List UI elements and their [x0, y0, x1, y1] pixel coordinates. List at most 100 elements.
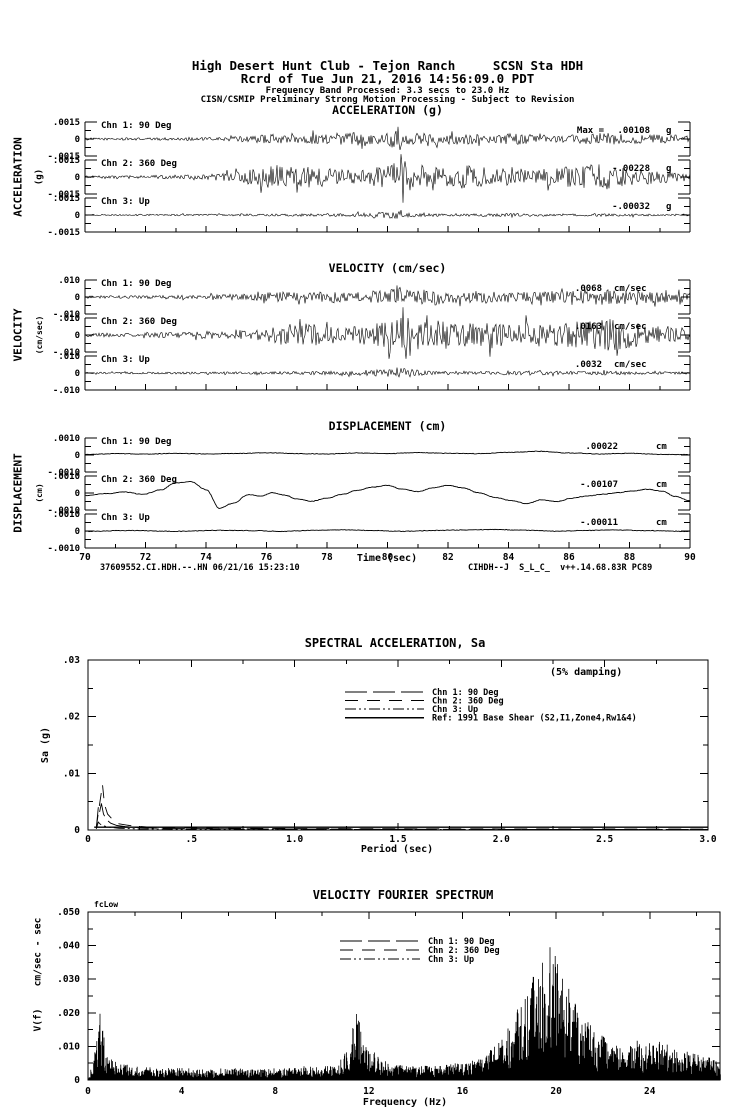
legend-label: Ref: 1991 Base Shear (S2,I1,Zone4,Rw1&4): [432, 714, 637, 724]
vf-tick-label: .030: [57, 974, 80, 985]
y-tick-label: 0: [75, 527, 80, 537]
time-tick-label: 78: [321, 552, 333, 563]
time-tick-label: 84: [503, 552, 515, 563]
station-title: High Desert Hunt Club - Tejon Ranch SCSN…: [191, 58, 584, 73]
y-tick-label: -.0015: [47, 152, 80, 162]
y-tick-label: -.0015: [47, 190, 80, 200]
y-tick-label: -.0010: [47, 506, 80, 516]
legend-label: Chn 2: 360 Deg: [428, 946, 500, 956]
record-id-footer: 37609552.CI.HDH.--.HN 06/21/16 15:23:10: [100, 563, 300, 573]
fourier-plot-frame: [87, 911, 721, 1081]
period-tick-label: 0: [85, 834, 91, 845]
sa-tick-label: 0: [74, 825, 80, 836]
acceleration-panel-title: ACCELERATION (g): [332, 103, 443, 117]
acceleration-axis-label: ACCELERATION: [11, 137, 25, 217]
peak-value: .00108: [617, 126, 650, 136]
displacement-panel-title: DISPLACEMENT (cm): [328, 419, 447, 433]
y-tick-label: .0015: [53, 156, 80, 166]
y-tick-label: -.010: [53, 386, 80, 396]
sa-tick-label: .02: [63, 712, 80, 723]
legend-label: Chn 2: 360 Deg: [432, 697, 504, 707]
peak-unit: cm/sec: [614, 284, 647, 294]
fourier-spectrum-spikes: [87, 947, 721, 1080]
frequency-tick-label: 8: [272, 1086, 278, 1097]
period-tick-label: 1.5: [389, 834, 406, 845]
channel-label: Chn 3: Up: [101, 355, 150, 365]
time-tick-label: 82: [442, 552, 453, 563]
displacement-trace: [85, 481, 690, 509]
frequency-tick-label: 12: [363, 1086, 374, 1097]
seismogram-trace: [84, 154, 691, 203]
y-tick-label: -.0015: [47, 228, 80, 238]
y-tick-label: .0010: [53, 510, 80, 520]
y-tick-label: .010: [58, 352, 80, 362]
y-tick-label: .0015: [53, 194, 80, 204]
processing-version-footer: CIHDH--J S_L_C_ v++.14.68.83R PC89: [468, 563, 653, 573]
legend-label: Chn 3: Up: [432, 705, 478, 715]
vf-tick-label: 0: [74, 1075, 80, 1086]
velocity-axis-label: VELOCITY: [11, 308, 25, 362]
time-tick-label: 90: [684, 552, 696, 563]
peak-value: -.00228: [612, 164, 650, 174]
filter-corner-label: fcLow: [94, 900, 119, 909]
peak-unit: cm: [656, 518, 667, 528]
frequency-tick-label: 20: [550, 1086, 562, 1097]
sa-curve: [95, 803, 708, 830]
y-tick-label: -.010: [53, 310, 80, 320]
frequency-tick-label: 4: [179, 1086, 185, 1097]
seismogram-trace: [85, 367, 691, 378]
displacement-axis-unit: (cm): [35, 483, 44, 503]
period-tick-label: 2.5: [596, 834, 613, 845]
sa-plot-title: SPECTRAL ACCELERATION, Sa: [304, 636, 486, 650]
y-tick-label: 0: [75, 173, 80, 183]
peak-value: -.00107: [580, 480, 618, 490]
peak-value: .0068: [575, 284, 602, 294]
frequency-tick-label: 0: [85, 1086, 91, 1097]
channel-label: Chn 1: 90 Deg: [101, 437, 171, 447]
channel-label: Chn 3: Up: [101, 513, 150, 523]
frequency-axis-label: Frequency (Hz): [362, 1097, 448, 1108]
acceleration-axis-unit: (g): [34, 168, 45, 186]
fourier-plot-title: VELOCITY FOURIER SPECTRUM: [312, 888, 494, 902]
period-tick-label: 1.0: [286, 834, 303, 845]
period-tick-label: 3.0: [699, 834, 716, 845]
y-tick-label: .0010: [53, 434, 80, 444]
legend-label: Chn 3: Up: [428, 955, 474, 965]
channel-label: Chn 1: 90 Deg: [101, 121, 171, 131]
channel-label: Chn 2: 360 Deg: [101, 159, 177, 169]
time-tick-label: 72: [140, 552, 151, 563]
y-tick-label: -.0010: [47, 544, 80, 554]
time-tick-label: 74: [200, 552, 212, 563]
y-tick-label: 0: [75, 293, 80, 303]
y-tick-label: .010: [58, 314, 80, 324]
period-tick-label: .5: [186, 834, 198, 845]
peak-unit: g: [666, 126, 671, 136]
y-tick-label: 0: [75, 211, 80, 221]
channel-label: Chn 2: 360 Deg: [101, 475, 177, 485]
displacement-axis-label: DISPLACEMENT: [11, 453, 25, 533]
peak-unit: cm: [656, 480, 667, 490]
period-axis-label: Period (sec): [360, 844, 434, 855]
sa-plot-frame: [87, 659, 709, 831]
y-tick-label: -.0010: [47, 468, 80, 478]
legend-label: Chn 1: 90 Deg: [432, 688, 499, 698]
legend-label: Chn 1: 90 Deg: [428, 937, 495, 947]
y-tick-label: 0: [75, 135, 80, 145]
time-tick-label: 76: [261, 552, 273, 563]
time-tick-label: 70: [79, 552, 91, 563]
time-tick-label: 80: [382, 552, 394, 563]
fourier-axis-label: V(f): [32, 1008, 44, 1032]
frequency-tick-label: 24: [644, 1086, 656, 1097]
time-tick-label: 88: [624, 552, 636, 563]
y-tick-label: 0: [75, 451, 80, 461]
period-tick-label: 2.0: [493, 834, 510, 845]
peak-unit: cm/sec: [614, 322, 647, 332]
seismogram-trace: [84, 210, 691, 220]
sa-tick-label: .01: [63, 768, 80, 779]
peak-unit: cm/sec: [614, 360, 647, 370]
seismogram-trace: [84, 307, 691, 359]
velocity-panel-title: VELOCITY (cm/sec): [328, 261, 447, 275]
time-tick-label: 86: [563, 552, 575, 563]
